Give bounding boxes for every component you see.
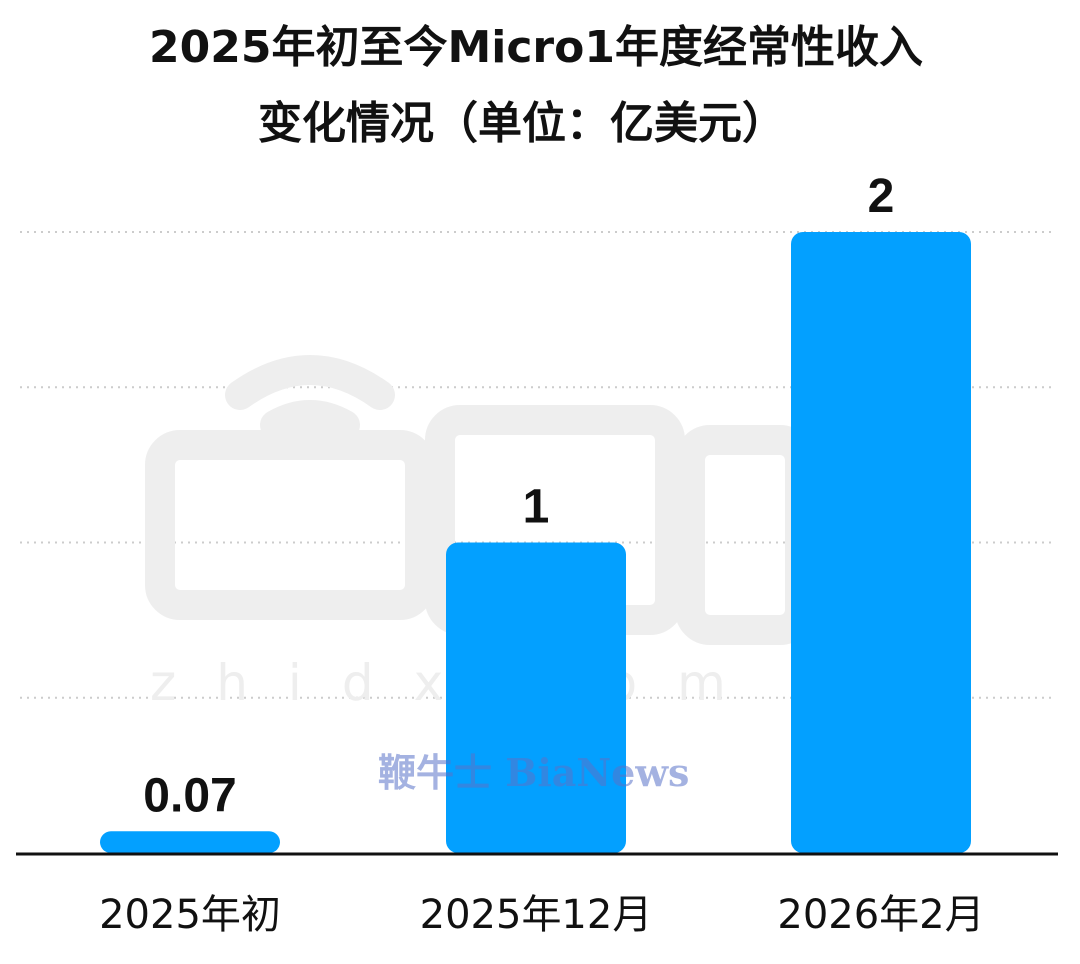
category-label-2: 2025年12月 (420, 892, 653, 938)
bar-3 (791, 232, 971, 853)
bar-2 (446, 542, 626, 853)
value-label-1: 0.07 (143, 769, 236, 822)
bar-1 (100, 831, 280, 853)
value-label-3: 2 (868, 170, 895, 223)
category-label-3: 2026年2月 (777, 892, 984, 938)
value-label-2: 1 (523, 481, 550, 534)
chart-title-line-1: 2025年初至今Micro1年度经常性收入 (149, 22, 923, 73)
value-labels: 0.07 1 2 (143, 170, 894, 822)
brand-watermark: 鞭牛士 BiaNews (378, 750, 689, 795)
category-labels: 2025年初 2025年12月 2026年2月 (99, 892, 985, 938)
bars (100, 232, 971, 853)
watermark-latin: zhidx.com (150, 654, 766, 712)
chart-title-line-2: 变化情况（单位：亿美元） (258, 98, 786, 149)
category-label-1: 2025年初 (99, 892, 281, 938)
